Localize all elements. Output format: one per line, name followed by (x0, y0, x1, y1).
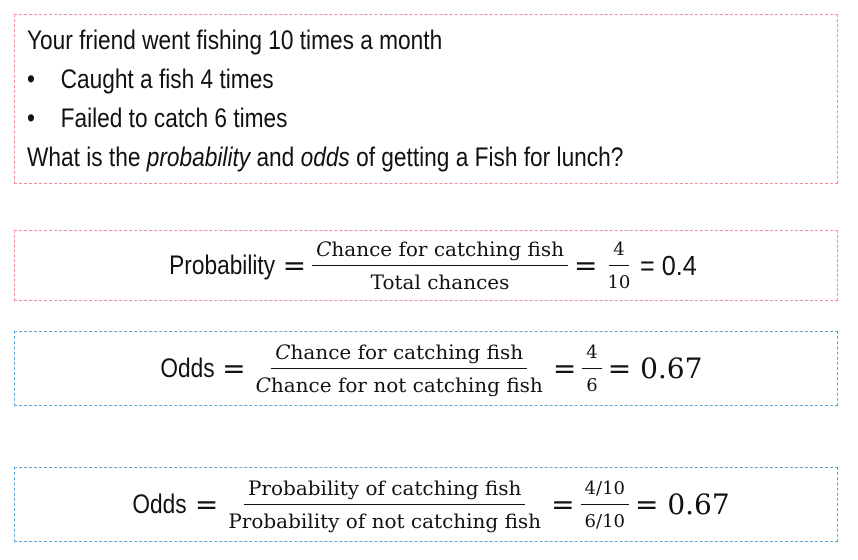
formula-label: Probability (168, 250, 275, 280)
denominator-rest: hance for not catching fish (270, 372, 543, 397)
equals-sign: = (194, 488, 219, 521)
bullet-text: Caught a fish 4 times (60, 64, 274, 94)
fraction-numerator: 4 (609, 236, 629, 266)
fraction-values: 4/10 6/10 (580, 475, 629, 535)
numerator-rest: hance for catching fish (331, 236, 564, 261)
formula-result: = 0.67 (607, 352, 703, 385)
fraction-denominator: 6/10 (584, 510, 625, 532)
odds-chances-formula-box: Odds = Chance for catching fish Chance f… (14, 331, 838, 406)
fraction-values: 4 6 (582, 339, 602, 399)
problem-question: What is the probability and odds of gett… (27, 138, 707, 177)
equals-sign: = (551, 488, 575, 521)
question-suffix: of getting a Fish for lunch? (349, 142, 624, 172)
bullet-text: Failed to catch 6 times (60, 103, 288, 133)
equals-sign: = (552, 352, 577, 385)
problem-intro: Your friend went fishing 10 times a mont… (27, 25, 443, 55)
probability-formula-box: Probability = Chance for catching fish T… (14, 230, 838, 301)
formula-label: Odds (132, 489, 187, 519)
fraction-denominator: Probability of not catching fish (228, 508, 542, 533)
numerator-initial: C (275, 339, 291, 364)
fraction-numerator: Probability of catching fish (243, 475, 526, 505)
fraction-denominator: Chance for not catching fish (252, 369, 547, 399)
equals-sign: = (574, 249, 598, 282)
fraction-denominator: 10 (607, 271, 631, 293)
problem-box: Your friend went fishing 10 times a mont… (14, 14, 838, 184)
fraction-numerator: 4 (582, 339, 602, 369)
equals-sign: = (282, 249, 307, 282)
numerator-rest: hance for catching fish (290, 339, 524, 364)
question-mid: and (250, 142, 301, 172)
fraction-probabilities: Probability of catching fish Probability… (224, 475, 545, 535)
question-prefix: What is the (27, 142, 147, 172)
bullet-item: • Caught a fish 4 times (27, 60, 707, 99)
question-word-odds: odds (300, 142, 350, 172)
denominator-initial: C (255, 372, 271, 397)
fraction-numerator: Chance for catching fish (271, 339, 528, 369)
question-word-probability: probability (146, 142, 251, 172)
odds-chances-formula: Odds = Chance for catching fish Chance f… (15, 332, 837, 405)
fraction-denominator: Total chances (370, 269, 510, 294)
fraction-numerator: 4/10 (580, 475, 629, 505)
odds-probability-formula: Odds = Probability of catching fish Prob… (15, 468, 837, 541)
odds-probability-formula-box: Odds = Probability of catching fish Prob… (14, 467, 838, 542)
fraction-chances: Chance for catching fish Chance for not … (252, 339, 547, 399)
numerator-initial: C (316, 236, 332, 261)
formula-result: = 0.4 (640, 249, 698, 281)
equals-sign: = (222, 352, 246, 385)
bullet-icon: • (27, 103, 35, 133)
formula-label: Odds (159, 353, 215, 383)
probability-formula: Probability = Chance for catching fish T… (15, 231, 837, 300)
formula-result: = 0.67 (634, 488, 730, 521)
fraction-chances: Chance for catching fish Total chances (312, 236, 568, 296)
fraction-values: 4 10 (603, 236, 634, 296)
bullet-item: • Failed to catch 6 times (27, 99, 707, 138)
fraction-denominator: 6 (586, 374, 598, 396)
fraction-numerator: Chance for catching fish (312, 236, 568, 266)
bullet-icon: • (27, 64, 35, 94)
